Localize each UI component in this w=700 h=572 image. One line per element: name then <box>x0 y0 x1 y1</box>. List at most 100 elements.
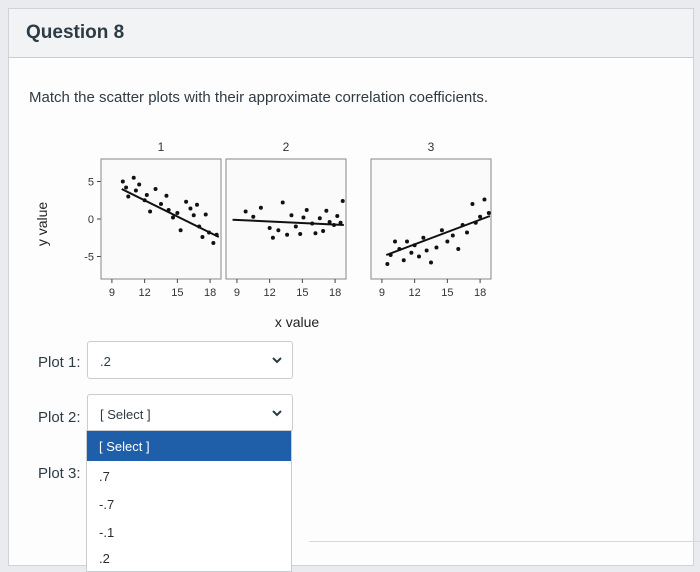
data-point <box>445 239 450 244</box>
data-point <box>191 213 196 218</box>
y-tick-label: 5 <box>88 177 94 189</box>
plot-2-select[interactable]: [ Select ] <box>87 394 293 432</box>
data-point <box>456 247 461 251</box>
data-point <box>258 205 263 210</box>
data-point <box>276 228 281 233</box>
plot-1-label: Plot 1: <box>38 354 81 371</box>
data-point <box>142 198 147 203</box>
divider <box>309 541 700 542</box>
scatter-plots-figure: y value x value 5 0 -5 1 9 12 15 18 2 9 12 15 18 3 9 12… <box>35 140 492 330</box>
y-tick-label: 0 <box>88 214 94 226</box>
x-tick-label: 9 <box>379 287 385 299</box>
plot-2-label: Plot 2: <box>38 409 81 426</box>
data-point <box>486 211 491 215</box>
data-point <box>289 213 294 218</box>
x-tick-label: 18 <box>329 287 341 299</box>
x-tick-label: 15 <box>441 287 453 299</box>
x-tick-label: 18 <box>204 287 216 299</box>
data-point <box>280 200 285 205</box>
data-point <box>188 206 193 211</box>
data-point <box>482 197 487 202</box>
data-point <box>324 208 329 213</box>
y-axis-label: y value <box>35 202 50 247</box>
data-point <box>148 209 153 214</box>
data-point <box>317 216 322 221</box>
data-point <box>195 202 199 207</box>
data-point <box>124 185 129 190</box>
data-point <box>243 209 248 214</box>
data-point <box>340 199 345 203</box>
scatter-panels: 5 0 -5 1 9 12 15 18 2 9 12 15 18 3 9 12 15 18 <box>84 140 492 299</box>
chevron-down-icon <box>272 410 282 417</box>
x-tick-label: 15 <box>296 287 308 299</box>
panel-label-2: 2 <box>283 140 290 154</box>
x-tick-label: 12 <box>139 287 151 299</box>
data-point <box>197 224 202 229</box>
y-tick-label: -5 <box>84 252 94 264</box>
data-point <box>126 194 131 199</box>
data-point <box>178 228 183 233</box>
data-point <box>424 248 429 253</box>
menu-option-0.2[interactable]: .2 <box>99 551 110 566</box>
data-point <box>171 215 175 220</box>
x-tick-label: 9 <box>234 287 240 299</box>
data-point <box>175 211 180 215</box>
data-point <box>434 245 439 250</box>
data-point <box>293 224 298 229</box>
data-point <box>120 179 125 184</box>
data-point <box>270 235 275 240</box>
data-point <box>465 230 469 235</box>
data-point <box>338 220 343 225</box>
plot-panel-3 <box>370 158 492 280</box>
data-point <box>421 235 426 240</box>
panel-label-3: 3 <box>428 140 435 154</box>
data-point <box>393 239 397 244</box>
data-point <box>200 235 205 239</box>
data-point <box>203 212 208 217</box>
plot-panel-2 <box>225 158 347 280</box>
data-point <box>207 230 211 235</box>
x-tick-label: 18 <box>474 287 486 299</box>
data-point <box>439 228 444 233</box>
plot-panel-1 <box>100 158 222 280</box>
data-point <box>310 221 315 226</box>
question-prompt: Match the scatter plots with their appro… <box>29 89 489 106</box>
x-axis-label: x value <box>275 314 320 330</box>
trend-line-1 <box>121 188 220 238</box>
data-point <box>144 193 149 197</box>
menu-option-select[interactable]: [ Select ] <box>87 431 291 461</box>
plot-3-label: Plot 3: <box>38 465 81 482</box>
menu-option-neg-0.7[interactable]: -.7 <box>99 497 115 512</box>
data-point <box>335 214 340 218</box>
menu-option-neg-0.1[interactable]: -.1 <box>99 525 115 540</box>
panel-label-1: 1 <box>158 140 165 154</box>
plot-1-select[interactable]: .2 <box>87 341 293 379</box>
x-tick-label: 12 <box>409 287 421 299</box>
data-point <box>304 208 309 212</box>
x-tick-label: 9 <box>109 287 115 299</box>
data-point <box>332 223 336 227</box>
menu-option-0.7[interactable]: .7 <box>99 469 110 484</box>
trend-line-3 <box>385 215 491 256</box>
data-point <box>385 262 390 266</box>
plot-2-options-menu: [ Select ] .7 -.7 -.1 .2 <box>86 430 292 572</box>
data-point <box>412 243 417 248</box>
data-point <box>405 239 409 244</box>
data-point <box>401 258 406 263</box>
data-point <box>164 193 169 198</box>
data-point <box>251 214 256 219</box>
data-point <box>159 202 163 206</box>
data-point <box>313 231 318 236</box>
x-tick-label: 15 <box>171 287 183 299</box>
trend-line-2 <box>232 218 344 226</box>
data-point <box>327 220 332 224</box>
question-title: Question 8 <box>26 22 125 43</box>
data-point <box>429 260 433 265</box>
data-point <box>298 232 303 236</box>
chevron-down-icon <box>272 357 282 364</box>
question-header: Question 8 <box>9 9 693 58</box>
x-tick-label: 12 <box>264 287 276 299</box>
data-point <box>321 229 326 233</box>
plot-1-selected-value: .2 <box>100 354 111 369</box>
data-point <box>131 175 136 180</box>
